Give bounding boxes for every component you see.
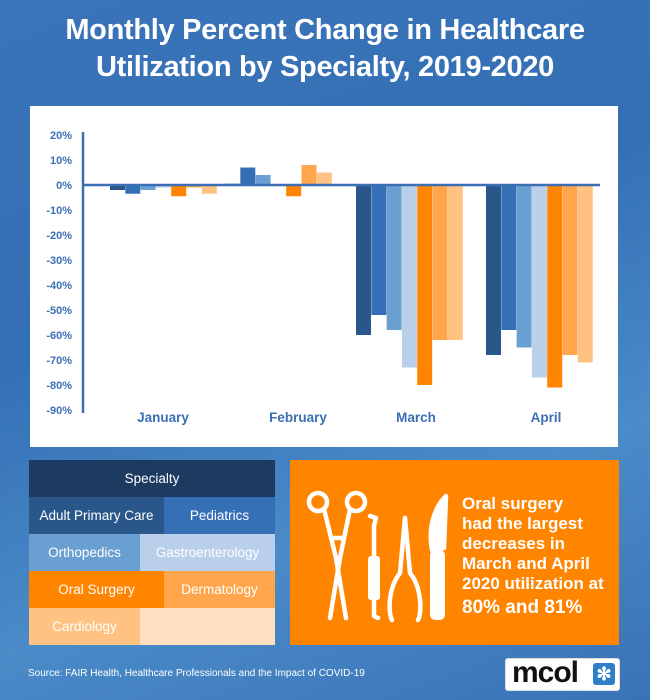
legend-item-pediatrics: Pediatrics bbox=[164, 497, 275, 534]
y-tick-label: -20% bbox=[46, 230, 72, 242]
bar-oral-surgery-april bbox=[547, 185, 563, 388]
bar-cardiology-april bbox=[577, 185, 593, 363]
legend-header: Specialty bbox=[29, 460, 275, 497]
bar-orthopedics-april bbox=[516, 185, 532, 348]
source-note: Source: FAIR Health, Healthcare Professi… bbox=[28, 668, 365, 679]
bar-gastroenterology-april bbox=[531, 185, 547, 378]
bar-dermatology-april bbox=[562, 185, 578, 355]
callout-line-4: March and April bbox=[462, 554, 590, 573]
bar-orthopedics-january bbox=[140, 185, 156, 190]
x-category-label: January bbox=[137, 410, 189, 425]
y-tick-label: -80% bbox=[46, 380, 72, 392]
y-tick-label: -70% bbox=[46, 355, 72, 367]
bar-pediatrics-march bbox=[371, 185, 387, 315]
bar-cardiology-january bbox=[201, 185, 217, 194]
callout-line-1: Oral surgery bbox=[462, 494, 564, 513]
bar-gastroenterology-march bbox=[401, 185, 417, 368]
y-tick-label: 10% bbox=[50, 155, 72, 167]
bar-adult-primary-care-march bbox=[356, 185, 371, 335]
y-tick-label: 20% bbox=[50, 130, 72, 142]
callout-line-5: 2020 utilization at bbox=[462, 574, 604, 593]
bar-chart: 20% 10% 0% -10% -20% -30% -40% -50% -60% -70% -80%… bbox=[46, 130, 600, 425]
y-tick-label: -40% bbox=[46, 280, 72, 292]
bar-pediatrics-january bbox=[125, 185, 141, 194]
bar-oral-surgery-march bbox=[417, 185, 433, 385]
mcol-logo[interactable]: mcol ✻ bbox=[505, 656, 620, 691]
logo-text: mcol bbox=[512, 656, 579, 689]
bar-oral-surgery-february bbox=[286, 185, 302, 197]
specialty-legend: Specialty Adult Primary Care Pediatrics … bbox=[29, 460, 275, 645]
y-tick-label: -10% bbox=[46, 205, 72, 217]
legend-item-oral-surgery: Oral Surgery bbox=[29, 571, 164, 608]
bar-oral-surgery-january bbox=[171, 185, 187, 197]
bar-orthopedics-march bbox=[386, 185, 402, 330]
bar-dermatology-march bbox=[432, 185, 448, 340]
bar-pediatrics-february bbox=[240, 167, 256, 185]
legend-item-adult-primary-care: Adult Primary Care bbox=[29, 497, 164, 534]
bar-cardiology-march bbox=[447, 185, 463, 340]
bar-pediatrics-april bbox=[501, 185, 517, 330]
callout-text: Oral surgery had the largest decreases i… bbox=[462, 494, 612, 621]
legend-item-cardiology: Cardiology bbox=[29, 608, 140, 645]
oral-surgery-callout: Oral surgery had the largest decreases i… bbox=[290, 460, 619, 645]
bar-adult-primary-care-january bbox=[110, 185, 125, 190]
title-line-1: Monthly Percent Change in Healthcare bbox=[65, 14, 585, 46]
title-line-2: Utilization by Specialty, 2019-2020 bbox=[96, 51, 554, 83]
chart-panel: 20% 10% 0% -10% -20% -30% -40% -50% -60% -70% -80%… bbox=[30, 106, 618, 447]
y-tick-label: 0% bbox=[56, 180, 72, 192]
legend-empty-cell bbox=[140, 608, 275, 645]
y-tick-label: -60% bbox=[46, 330, 72, 342]
y-tick-label: -90% bbox=[46, 405, 72, 417]
x-category-label: February bbox=[269, 410, 327, 425]
chart-title: Monthly Percent Change in Healthcare Uti… bbox=[0, 12, 650, 86]
legend-item-orthopedics: Orthopedics bbox=[29, 534, 140, 571]
bar-adult-primary-care-april bbox=[486, 185, 501, 355]
x-category-label: April bbox=[531, 410, 562, 425]
asterisk-icon: ✻ bbox=[593, 663, 615, 685]
legend-item-gastroenterology: Gastroenterology bbox=[140, 534, 275, 571]
callout-line-3: decreases in bbox=[462, 534, 566, 553]
bar-cardiology-february bbox=[316, 172, 332, 185]
callout-highlight: 80% and 81% bbox=[462, 597, 583, 618]
callout-line-2: had the largest bbox=[462, 514, 583, 533]
y-tick-label: -30% bbox=[46, 255, 72, 267]
x-category-label: March bbox=[396, 410, 436, 425]
bar-orthopedics-february bbox=[255, 175, 271, 185]
bar-dermatology-february bbox=[301, 165, 317, 185]
y-tick-label: -50% bbox=[46, 305, 72, 317]
legend-item-dermatology: Dermatology bbox=[164, 571, 275, 608]
surgical-instruments-icon bbox=[306, 490, 449, 623]
